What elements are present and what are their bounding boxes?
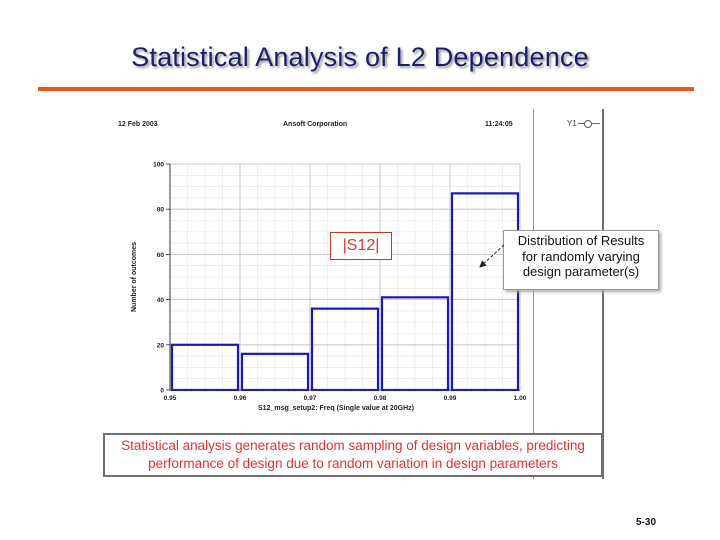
plot-window: 12 Feb 2003 Ansoft Corporation 11:24:05 … bbox=[100, 109, 659, 479]
callout-line-1: Distribution of Results bbox=[517, 233, 645, 248]
plot-border bbox=[602, 109, 604, 479]
x-tick-label: 0.96 bbox=[234, 395, 247, 402]
callout-line-3: design parameter(s) bbox=[522, 264, 640, 279]
trace-label-s12: |S12| bbox=[330, 232, 392, 260]
y-tick-label: 20 bbox=[157, 342, 165, 349]
y-tick-label: 100 bbox=[153, 162, 164, 169]
y-tick-label: 80 bbox=[157, 207, 165, 214]
plot-date: 12 Feb 2003 bbox=[118, 121, 158, 128]
y-tick-label: 0 bbox=[160, 388, 164, 395]
x-axis-label: S12_msg_setup2: Freq (Single value at 20… bbox=[258, 405, 414, 412]
caption-line-2: performance of design due to random vari… bbox=[148, 456, 558, 471]
caption-box: Statistical analysis generates random sa… bbox=[103, 433, 603, 477]
histogram-chart: 0 20 40 60 80 100 0.95 0.96 0.97 0.98 0.99 1.00 S1… bbox=[131, 162, 527, 413]
plot-company: Ansoft Corporation bbox=[283, 121, 348, 128]
distribution-callout: Distribution of Results for randomly var… bbox=[503, 230, 659, 290]
x-tick-label: 0.99 bbox=[444, 395, 457, 402]
x-tick-label: 1.00 bbox=[514, 395, 527, 402]
title-underline bbox=[38, 87, 694, 91]
legend-label: Y1 bbox=[567, 119, 577, 128]
page-number: 5-30 bbox=[636, 517, 657, 528]
legend-marker-icon bbox=[584, 120, 592, 128]
x-tick-label: 0.97 bbox=[304, 395, 317, 402]
callout-line-2: for randomly varying bbox=[522, 248, 640, 264]
plot-time: 11:24:05 bbox=[485, 121, 513, 128]
x-tick-label: 0.95 bbox=[164, 395, 177, 402]
slide-title: Statistical Analysis of L2 Dependence bbox=[131, 42, 589, 72]
plot-divider bbox=[533, 109, 534, 479]
caption-line-1: Statistical analysis generates random sa… bbox=[121, 438, 585, 453]
y-tick-label: 60 bbox=[157, 252, 165, 259]
y-axis-label: Number of outcomes bbox=[131, 242, 138, 312]
x-tick-label: 0.98 bbox=[374, 395, 387, 402]
y-tick-label: 40 bbox=[157, 297, 165, 304]
